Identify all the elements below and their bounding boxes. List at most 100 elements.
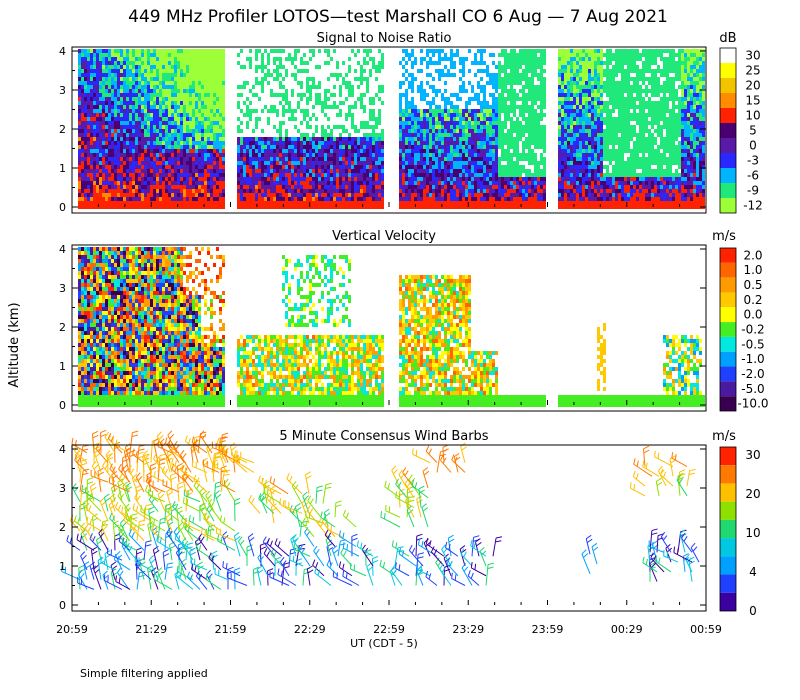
snr-cell xyxy=(360,173,363,177)
snr-cell xyxy=(141,89,144,93)
snr-cell xyxy=(177,205,180,209)
snr-cell xyxy=(294,85,297,89)
snr-cell xyxy=(204,145,207,149)
snr-cell xyxy=(273,201,276,205)
snr-cell xyxy=(276,205,279,209)
snr-cell xyxy=(132,89,135,93)
snr-cell xyxy=(447,53,450,57)
snr-cell xyxy=(363,57,366,61)
snr-cell xyxy=(360,117,363,121)
snr-cell xyxy=(255,125,258,129)
snr-cell xyxy=(357,133,360,137)
snr-cell xyxy=(342,101,345,105)
snr-cell xyxy=(372,169,375,173)
snr-cell xyxy=(102,49,105,53)
snr-cell xyxy=(90,197,93,201)
snr-cell xyxy=(237,149,240,153)
snr-cell xyxy=(210,149,213,153)
snr-cell xyxy=(144,189,147,193)
snr-cell xyxy=(474,189,477,193)
snr-cell xyxy=(159,113,162,117)
snr-cell xyxy=(267,85,270,89)
snr-cell xyxy=(126,77,129,81)
snr-cell xyxy=(399,73,402,77)
snr-cell xyxy=(87,173,90,177)
snr-cell xyxy=(162,129,165,133)
snr-cell xyxy=(375,205,378,209)
snr-cell xyxy=(294,177,297,181)
snr-cell xyxy=(405,113,408,117)
snr-cell xyxy=(210,77,213,81)
snr-cell xyxy=(429,197,432,201)
snr-cell xyxy=(351,193,354,197)
snr-cell xyxy=(306,53,309,57)
snr-cell xyxy=(408,173,411,177)
snr-cell xyxy=(183,201,186,205)
snr-cell xyxy=(132,197,135,201)
snr-cell xyxy=(126,173,129,177)
snr-cell xyxy=(240,197,243,201)
snr-cell xyxy=(471,89,474,93)
snr-cell xyxy=(441,165,444,169)
snr-cell xyxy=(216,193,219,197)
snr-cell xyxy=(348,181,351,185)
snr-cell xyxy=(123,153,126,157)
snr-cell xyxy=(159,117,162,121)
snr-cell xyxy=(360,141,363,145)
snr-cell xyxy=(342,193,345,197)
snr-cell xyxy=(312,89,315,93)
snr-cell xyxy=(369,49,372,53)
snr-cell xyxy=(219,109,222,113)
snr-cell xyxy=(357,97,360,101)
snr-cell xyxy=(219,85,222,89)
snr-cell xyxy=(303,85,306,89)
snr-cell xyxy=(351,81,354,85)
snr-cell xyxy=(447,165,450,169)
snr-cell xyxy=(420,173,423,177)
snr-cell xyxy=(186,129,189,133)
snr-cell xyxy=(96,53,99,57)
snr-cell xyxy=(327,113,330,117)
snr-cell xyxy=(195,57,198,61)
snr-cell xyxy=(93,205,96,209)
snr-cell xyxy=(405,93,408,97)
snr-cell xyxy=(477,81,480,85)
snr-cell xyxy=(213,109,216,113)
snr-cell xyxy=(108,53,111,57)
snr-cell xyxy=(126,65,129,69)
snr-cell xyxy=(174,101,177,105)
snr-cell xyxy=(417,113,420,117)
snr-cell xyxy=(456,49,459,53)
snr-cell xyxy=(291,121,294,125)
snr-cell xyxy=(453,113,456,117)
snr-cell xyxy=(309,157,312,161)
snr-cell xyxy=(381,81,384,85)
snr-cell xyxy=(171,85,174,89)
snr-cell xyxy=(87,205,90,209)
snr-cell xyxy=(444,53,447,57)
snr-cell xyxy=(339,165,342,169)
snr-cell xyxy=(342,57,345,61)
snr-cell xyxy=(189,165,192,169)
snr-cell xyxy=(96,149,99,153)
snr-cell xyxy=(348,125,351,129)
snr-cell xyxy=(324,117,327,121)
snr-cell xyxy=(450,77,453,81)
snr-cell xyxy=(255,101,258,105)
snr-cell xyxy=(198,133,201,137)
snr-cell xyxy=(141,193,144,197)
snr-cell xyxy=(477,153,480,157)
snr-cell xyxy=(477,121,480,125)
snr-cell xyxy=(360,157,363,161)
snr-cell xyxy=(408,141,411,145)
snr-cell xyxy=(414,185,417,189)
snr-cell xyxy=(114,177,117,181)
snr-cell xyxy=(261,141,264,145)
snr-cell xyxy=(477,73,480,77)
snr-cell xyxy=(282,121,285,125)
snr-cell xyxy=(336,81,339,85)
snr-cell xyxy=(366,133,369,137)
snr-cell xyxy=(138,173,141,177)
snr-cell xyxy=(477,137,480,141)
snr-cell xyxy=(126,97,129,101)
